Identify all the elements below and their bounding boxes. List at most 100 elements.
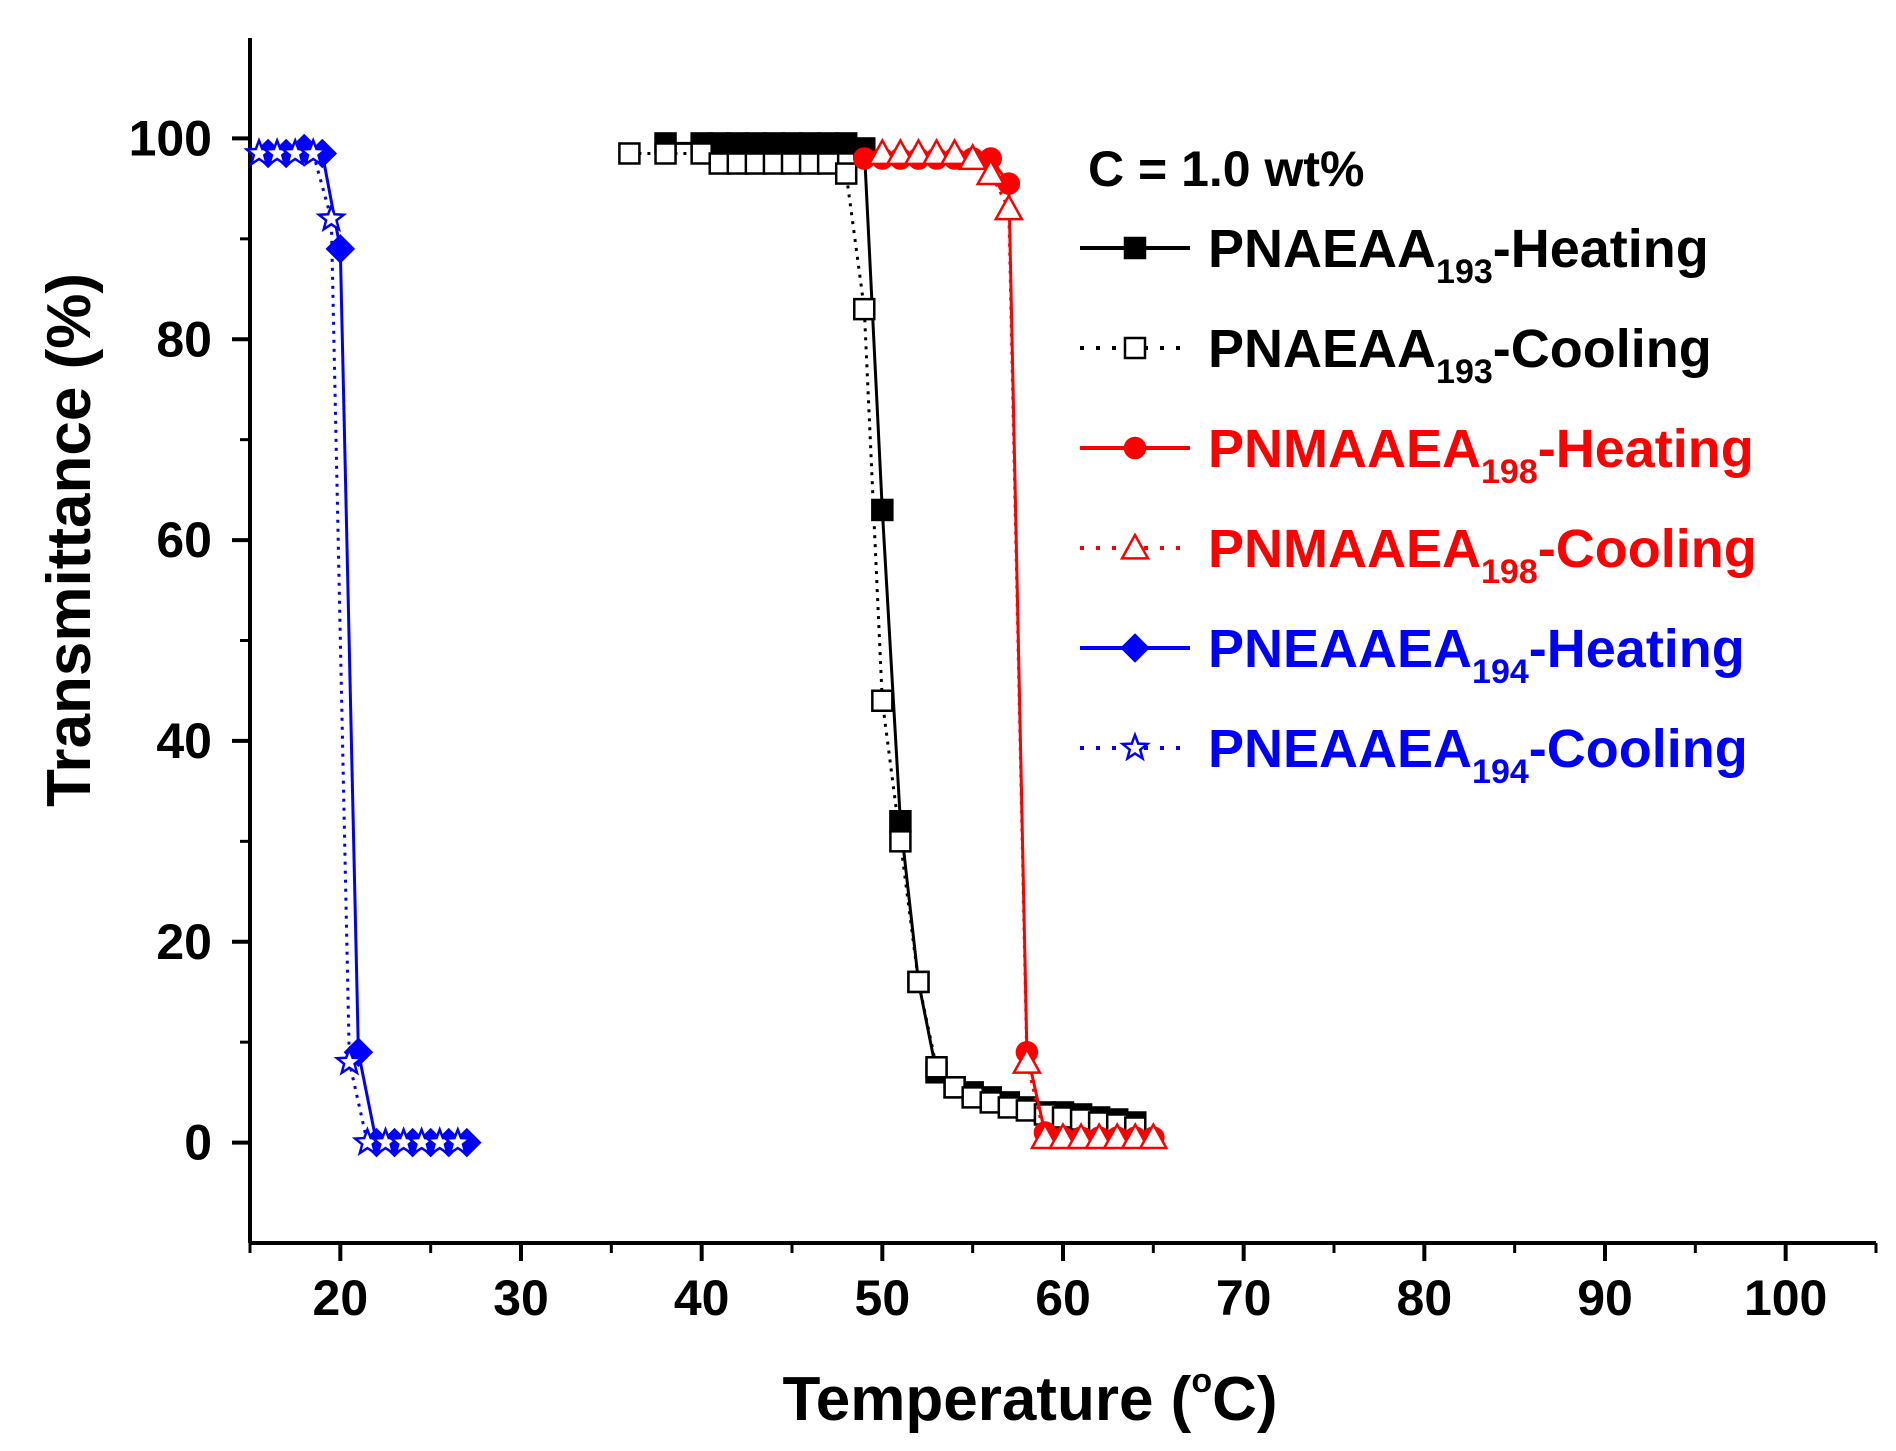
data-point — [654, 142, 677, 165]
series-line — [629, 152, 1136, 1129]
legend-label-name: PNMAAEA — [1208, 519, 1481, 579]
legend-label-suffix: -Heating — [1529, 619, 1745, 679]
data-point — [1084, 1121, 1115, 1150]
x-ticks: 20 30 40 50 60 70 80 90 100 — [248, 1243, 1878, 1326]
legend-marker — [1119, 731, 1151, 762]
data-point — [1065, 1121, 1097, 1150]
legend-label: PNAEAA193-Heating — [1208, 219, 1709, 291]
data-point — [957, 142, 988, 171]
data-point — [907, 970, 930, 994]
legend-label-subscript: 198 — [1481, 453, 1538, 491]
legend-label: PNMAAEA198-Heating — [1208, 419, 1754, 491]
x-tick-label: 90 — [1577, 1270, 1633, 1326]
legend-label: PNEAAEA194-Heating — [1208, 619, 1745, 691]
data-point — [903, 137, 934, 166]
legend-item: PNAEAA193-Cooling — [1080, 319, 1712, 391]
series-pneaaea-heating — [253, 133, 482, 1158]
legend-label-suffix: -Heating — [1538, 419, 1754, 479]
data-point — [618, 142, 641, 165]
x-axis-title: Temperature (oC) — [782, 1362, 1277, 1434]
data-point — [1011, 1046, 1042, 1074]
legend-marker — [1123, 336, 1147, 360]
data-point — [867, 137, 898, 166]
y-tick-label: 20 — [156, 914, 212, 970]
legend-item: PNEAAEA194-Cooling — [1080, 719, 1748, 791]
data-point — [1047, 1121, 1079, 1150]
data-point — [939, 137, 970, 166]
legend-label-suffix: -Cooling — [1493, 319, 1712, 379]
data-point — [1102, 1121, 1133, 1150]
legend-label-suffix: -Cooling — [1538, 519, 1757, 579]
legend-marker — [1123, 236, 1147, 260]
data-point — [921, 137, 952, 166]
data-point — [925, 1056, 948, 1079]
legend-item: PNMAAEA198-Heating — [1080, 419, 1754, 491]
y-tick-label: 80 — [156, 311, 212, 367]
legend-marker — [1119, 532, 1151, 560]
series-layer — [243, 132, 1169, 1158]
y-ticks: 0 20 40 60 80 100 — [129, 110, 250, 1171]
data-point — [885, 137, 916, 166]
legend-label-name: PNAEAA — [1208, 319, 1436, 379]
data-point — [834, 162, 858, 185]
legend-label-name: PNAEAA — [1208, 219, 1436, 279]
x-tick-label: 20 — [313, 1270, 369, 1326]
legend-label-name: PNEAAEA — [1208, 719, 1472, 779]
data-point — [442, 1126, 474, 1156]
x-axis-title-unit: C) — [1212, 1365, 1277, 1434]
x-tick-label: 100 — [1744, 1270, 1827, 1326]
y-axis-title: Transmittance (%) — [35, 273, 104, 807]
y-tick-label: 60 — [156, 512, 212, 568]
x-tick-label: 40 — [674, 1270, 730, 1326]
x-tick-label: 50 — [855, 1270, 911, 1326]
legend-marker — [1123, 436, 1147, 460]
x-tick-label: 80 — [1397, 1270, 1453, 1326]
data-point — [975, 157, 1006, 186]
x-tick-label: 60 — [1035, 1270, 1091, 1326]
data-point — [315, 202, 348, 233]
data-point — [871, 689, 894, 712]
legend-label-name: PNEAAEA — [1208, 619, 1472, 679]
series-line — [882, 152, 1154, 1140]
legend-label: PNMAAEA198-Cooling — [1208, 519, 1757, 591]
legend-label-name: PNMAAEA — [1208, 419, 1481, 479]
data-point — [297, 136, 329, 167]
data-point — [1138, 1121, 1169, 1150]
legend-label-suffix: -Heating — [1493, 219, 1709, 279]
series-pnaeaa-cooling — [618, 142, 1147, 1139]
data-point — [889, 810, 912, 833]
series-pnaeaa-heating — [654, 132, 1147, 1134]
y-tick-label: 100 — [129, 110, 212, 166]
data-point — [889, 830, 912, 853]
legend-item: PNMAAEA198-Cooling — [1080, 519, 1757, 591]
legend-item: PNAEAA193-Heating — [1080, 219, 1709, 291]
data-point — [1029, 1121, 1061, 1150]
x-axis-title-degree: o — [1191, 1362, 1212, 1400]
data-point — [993, 193, 1024, 221]
legend-label-subscript: 194 — [1472, 653, 1529, 691]
legend-label-subscript: 194 — [1472, 753, 1529, 791]
series-pnmaaea-cooling — [867, 137, 1169, 1150]
legend-label-subscript: 193 — [1436, 353, 1493, 391]
x-tick-label: 70 — [1216, 1270, 1272, 1326]
legend-label-subscript: 198 — [1481, 553, 1538, 591]
series-pneaaea-cooling — [243, 136, 474, 1156]
legend: PNAEAA193-HeatingPNAEAA193-CoolingPNMAAE… — [1080, 219, 1757, 791]
data-point — [333, 1045, 366, 1076]
concentration-annotation: C = 1.0 wt% — [1088, 141, 1365, 197]
series-line — [665, 141, 1136, 1124]
data-point — [325, 234, 356, 264]
legend-label: PNAEAA193-Cooling — [1208, 319, 1712, 391]
data-point — [871, 498, 894, 522]
legend-label: PNEAAEA194-Cooling — [1208, 719, 1748, 791]
x-tick-label: 30 — [493, 1270, 549, 1326]
legend-label-suffix: -Cooling — [1529, 719, 1748, 779]
y-tick-label: 0 — [184, 1115, 212, 1171]
x-axis-title-main: Temperature ( — [782, 1365, 1191, 1434]
data-point — [1120, 1121, 1151, 1150]
legend-label-subscript: 193 — [1436, 253, 1493, 291]
legend-item: PNEAAEA194-Heating — [1080, 619, 1745, 691]
series-line — [268, 146, 467, 1145]
y-tick-label: 40 — [156, 713, 212, 769]
